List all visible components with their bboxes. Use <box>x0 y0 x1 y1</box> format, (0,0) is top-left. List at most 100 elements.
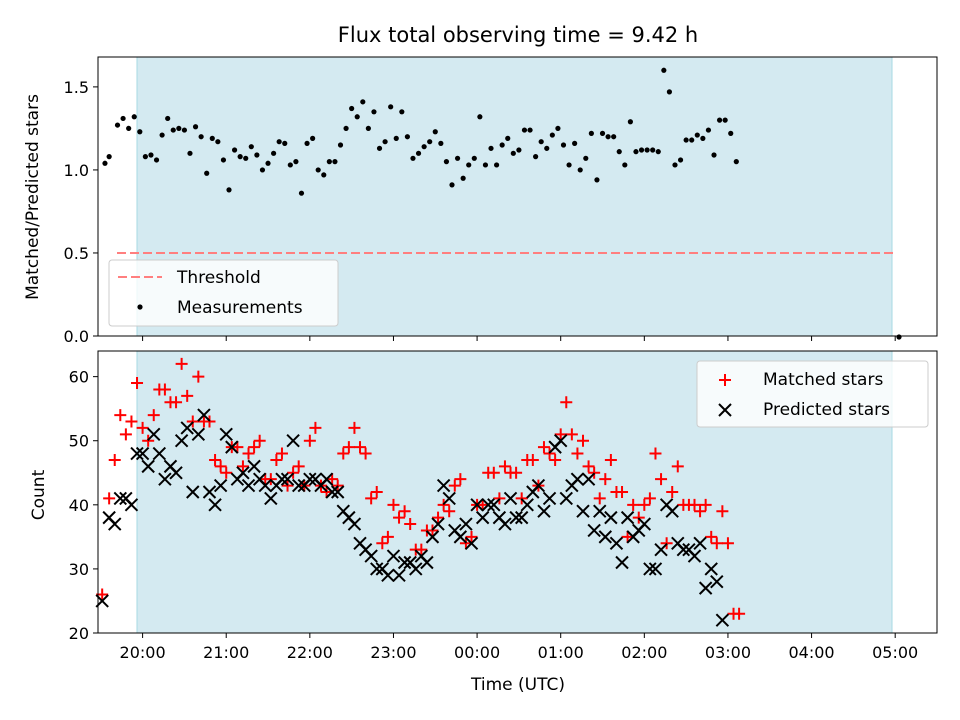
measurement-point <box>349 105 355 112</box>
measurement-point <box>254 152 260 158</box>
predicted-star-point <box>213 478 228 493</box>
measurement-point <box>460 175 466 181</box>
measurement-point <box>533 154 539 160</box>
matched-star-point <box>365 492 378 505</box>
measurement-point <box>415 150 422 156</box>
predicted-star-point <box>553 434 568 448</box>
bottom-legend: Matched stars Predicted stars <box>696 360 929 428</box>
predicted-star-point <box>520 498 534 512</box>
legend-predicted-swatch <box>718 403 732 417</box>
measurement-point <box>650 147 656 153</box>
predicted-star-point <box>241 478 256 493</box>
measurement-point <box>683 137 689 143</box>
predicted-star-point <box>514 510 529 525</box>
measurement-point <box>137 129 143 135</box>
measurement-point <box>443 159 450 165</box>
legend-matched-swatch <box>719 374 731 386</box>
predicted-star-point <box>436 478 451 493</box>
measurement-point <box>337 142 344 148</box>
predicted-star-point <box>392 568 406 583</box>
predicted-star-point <box>498 517 512 531</box>
matched-star-point <box>309 421 322 434</box>
measurement-point <box>220 157 227 163</box>
matched-star-point <box>253 434 266 447</box>
measurement-point <box>421 144 427 150</box>
ratio-panel: 0.0 0.5 1.0 1.5 Matched/Predicted stars Thr… <box>23 56 938 346</box>
predicted-star-point <box>420 555 434 570</box>
measurement-point <box>722 117 728 123</box>
predicted-star-point <box>364 549 378 563</box>
bottom-x-ticks: 20:00 21:00 22:00 23:00 00:00 01:00 02:00 03:00… <box>120 633 918 662</box>
predicted-star-point <box>147 427 161 442</box>
measurement-point <box>616 149 622 155</box>
measurement-point <box>493 162 500 168</box>
matched-star-point <box>136 421 149 434</box>
measurement-point <box>677 157 684 163</box>
top-x-ticks <box>142 336 896 341</box>
matched-star-point <box>616 486 629 498</box>
matched-star-point <box>242 447 255 460</box>
legend-threshold-label: Threshold <box>176 268 261 288</box>
measurement-point <box>237 154 243 160</box>
measurement-point <box>644 147 650 153</box>
predicted-star-point <box>715 613 730 627</box>
predicted-star-point <box>386 549 401 563</box>
measurement-point <box>622 162 628 168</box>
matched-star-point <box>303 434 316 447</box>
matched-star-point <box>593 492 606 505</box>
matched-star-point <box>498 460 511 473</box>
matched-star-point <box>476 498 489 511</box>
predicted-star-point <box>286 434 300 448</box>
matched-star-point <box>655 473 668 486</box>
measurement-point <box>142 154 148 160</box>
measurement-point <box>521 127 528 133</box>
predicted-star-point <box>559 491 573 506</box>
bottom-y-tick-label: 20 <box>69 624 89 643</box>
measurement-point <box>633 149 639 155</box>
measurement-point <box>153 157 160 163</box>
predicted-star-point <box>108 517 122 531</box>
predicted-star-point <box>698 581 713 595</box>
matched-star-point <box>415 543 428 556</box>
measurement-point <box>131 114 137 120</box>
measurement-point <box>114 122 121 128</box>
measurement-point <box>572 140 578 146</box>
measurement-point <box>360 99 366 105</box>
measurement-point <box>343 125 349 132</box>
predicted-star-point <box>291 478 306 493</box>
matched-star-point <box>554 428 567 441</box>
predicted-star-point <box>481 498 495 512</box>
matched-star-point <box>370 486 383 498</box>
measurement-point <box>165 115 171 122</box>
predicted-star-point <box>135 446 150 461</box>
predicted-star-point <box>152 446 167 461</box>
chart-title: Flux total observing time = 9.42 h <box>338 23 698 47</box>
measurement-point <box>544 145 550 151</box>
measurement-point <box>728 130 734 136</box>
predicted-star-point <box>370 562 384 576</box>
matched-star-point <box>236 460 249 473</box>
predicted-star-point <box>113 491 128 506</box>
predicted-star-point <box>459 517 473 531</box>
predicted-star-point <box>704 562 718 576</box>
measurement-point <box>282 140 288 146</box>
bottom-axes-frame <box>97 350 938 634</box>
predicted-star-point <box>247 459 261 474</box>
measurement-point <box>120 115 126 122</box>
measurement-point <box>466 162 472 168</box>
measurement-point <box>505 135 511 141</box>
matched-star-point <box>666 486 679 498</box>
predicted-star-point <box>280 472 295 486</box>
bottom-y-tick-label: 50 <box>69 432 89 451</box>
matched-star-point <box>381 530 394 543</box>
measurement-point <box>231 147 238 153</box>
matched-star-point <box>549 453 562 466</box>
measurement-point <box>399 109 405 115</box>
matched-star-point <box>119 428 132 441</box>
predicted-star-point <box>275 472 289 486</box>
measurement-point <box>298 190 305 196</box>
legend-matched-label: Matched stars <box>763 370 883 390</box>
matched-star-point <box>487 466 500 479</box>
